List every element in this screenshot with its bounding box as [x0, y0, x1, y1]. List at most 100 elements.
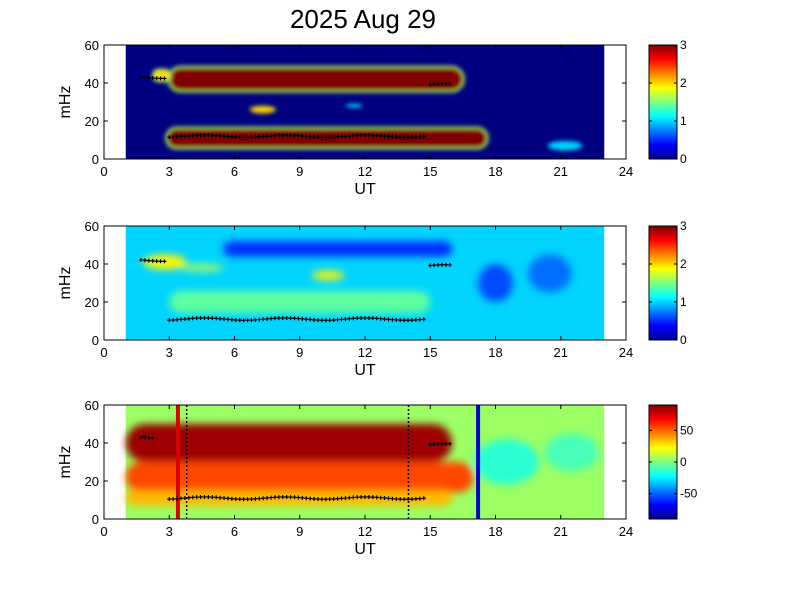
ridge-point — [363, 315, 367, 320]
ridge-point — [178, 317, 183, 322]
ridge-point — [363, 133, 367, 138]
ridge-point — [171, 496, 176, 501]
heatmap-blob — [478, 264, 513, 302]
ridge-point — [355, 133, 360, 138]
x-tick-label: 12 — [358, 345, 372, 360]
ridge-point — [241, 318, 246, 323]
ridge-point — [175, 134, 180, 139]
ridge-point — [233, 135, 238, 140]
ridge-point — [432, 442, 437, 447]
ridge-point — [202, 494, 207, 499]
ridge-point — [409, 497, 414, 502]
ridge-point — [138, 75, 143, 80]
colorbar-tick-label: 0 — [680, 333, 687, 347]
ridge-point — [436, 81, 441, 86]
ridge-point — [225, 317, 230, 322]
ridge-point — [370, 316, 375, 321]
ridge-point — [288, 495, 293, 500]
ridge-point — [272, 495, 277, 500]
y-tick-label: 60 — [85, 38, 99, 53]
ridge-point — [374, 495, 379, 500]
ridge-point — [190, 133, 195, 138]
ridge-point — [323, 497, 328, 502]
ridge-point — [394, 317, 399, 322]
ridge-point — [439, 262, 444, 267]
ridge-point — [398, 135, 403, 140]
ridge-point — [382, 134, 387, 139]
ridge-point — [198, 316, 203, 321]
ridge-point — [218, 316, 223, 321]
ridge-point — [335, 496, 340, 501]
colorbar-tick-label: 2 — [680, 257, 687, 271]
ridge-point — [319, 318, 324, 323]
ridge-point — [284, 494, 289, 499]
colorbar-tick-label: 0 — [680, 152, 687, 166]
ridge-point — [378, 495, 383, 500]
ridge-point — [386, 496, 391, 501]
ridge-point — [261, 317, 266, 322]
x-tick-label: 9 — [296, 164, 303, 179]
y-tick-label: 40 — [85, 76, 99, 91]
ridge-point — [158, 259, 163, 264]
ridge-point — [443, 441, 448, 446]
x-tick-label: 9 — [296, 524, 303, 539]
ridge-point — [233, 317, 238, 322]
ridge-point — [182, 496, 187, 501]
x-tick-label: 3 — [166, 524, 173, 539]
ridge-point — [300, 133, 305, 138]
x-tick-label: 18 — [488, 164, 502, 179]
ridge-point — [245, 318, 250, 323]
x-tick-label: 0 — [100, 524, 107, 539]
ridge-point — [308, 134, 313, 139]
ridge-point — [312, 496, 317, 501]
ridge-point — [351, 495, 356, 500]
ridge-point — [378, 316, 383, 321]
ridge-point — [237, 318, 242, 323]
ridge-point — [280, 494, 285, 499]
ridge-point — [316, 497, 321, 502]
colorbar — [649, 226, 677, 340]
ridge-point — [229, 496, 234, 501]
ridge-point — [146, 75, 151, 80]
ridge-point — [261, 496, 266, 501]
x-tick-label: 21 — [554, 345, 568, 360]
x-tick-label: 0 — [100, 345, 107, 360]
x-tick-label: 0 — [100, 164, 107, 179]
ridge-point — [406, 135, 411, 140]
y-tick-label: 40 — [85, 257, 99, 272]
ridge-point — [359, 316, 364, 321]
y-tick-label: 20 — [85, 295, 99, 310]
ridge-point — [261, 134, 266, 139]
ridge-point — [198, 133, 203, 138]
x-axis-label: UT — [354, 181, 376, 198]
ridge-point — [265, 316, 270, 321]
ridge-point — [374, 133, 379, 138]
ridge-point — [276, 316, 281, 321]
x-tick-label: 3 — [166, 345, 173, 360]
ridge-point — [432, 82, 437, 87]
colorbar-frame — [648, 44, 678, 160]
ridge-point — [241, 497, 246, 502]
ridge-point — [308, 496, 313, 501]
ridge-point — [142, 258, 147, 263]
colorbar-frame — [648, 225, 678, 341]
y-axis-label: mHz — [57, 267, 74, 300]
ridge-point — [171, 317, 176, 322]
ridge-point — [304, 496, 309, 501]
ridge-point — [182, 317, 187, 322]
ridge-point — [331, 317, 336, 322]
ridge-point — [202, 315, 207, 320]
ridge-point — [316, 318, 321, 323]
ridge-point — [284, 315, 289, 320]
ridge-point — [335, 317, 340, 322]
ridge-point — [257, 317, 262, 322]
ridge-point — [409, 135, 414, 140]
ridge-point — [257, 496, 262, 501]
ridge-point — [390, 496, 395, 501]
x-tick-label: 3 — [166, 164, 173, 179]
ridge-point — [421, 317, 426, 322]
ridge-point — [175, 496, 180, 501]
ridge-point — [343, 496, 348, 501]
ridge-point — [335, 134, 340, 139]
